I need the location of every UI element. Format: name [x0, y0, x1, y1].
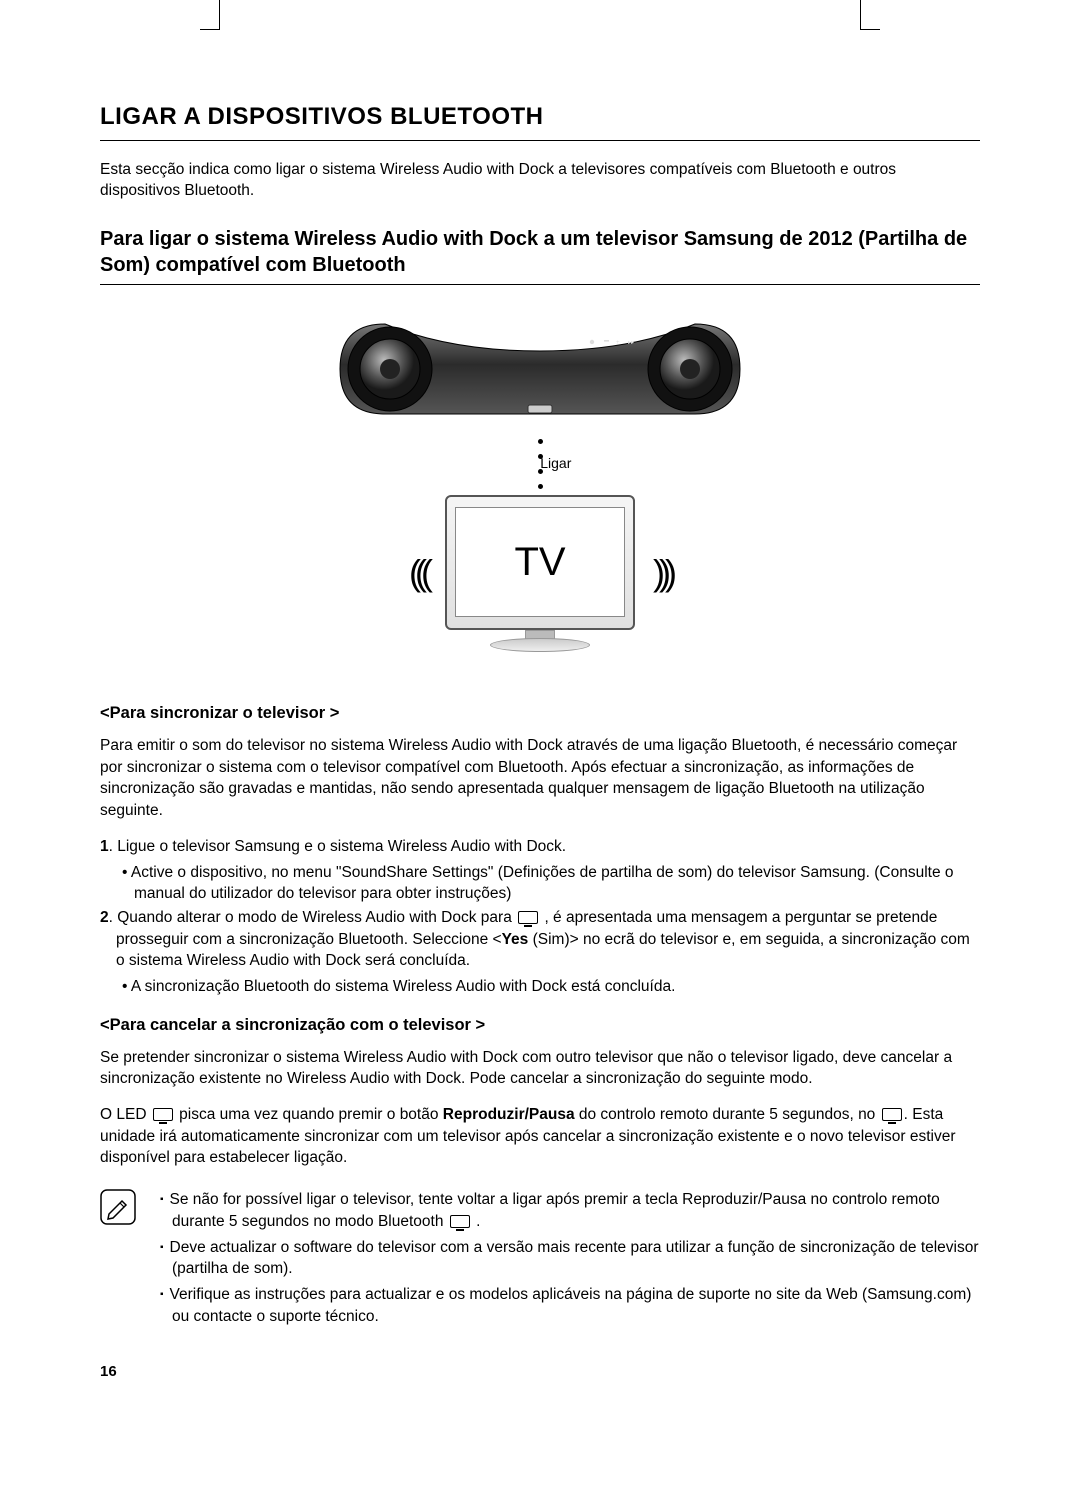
step-1-bullet: • Active o dispositivo, no menu "SoundSh… [100, 862, 980, 905]
cancel-body-1: Se pretender sincronizar o sistema Wirel… [100, 1047, 980, 1090]
connection-dots: Ligar [538, 439, 543, 489]
sync-heading: <Para sincronizar o televisor > [100, 702, 980, 725]
step-2-bullet: • A sincronização Bluetooth do sistema W… [100, 976, 980, 998]
note-2: Deve actualizar o software do televisor … [156, 1237, 980, 1280]
note-3: Verifique as instruções para actualizar … [156, 1284, 980, 1327]
step-1: 1. Ligue o televisor Samsung e o sistema… [100, 836, 980, 858]
cancel-heading: <Para cancelar a sincronização com o tel… [100, 1014, 980, 1037]
tv-row: ((( TV ))) [409, 495, 671, 652]
tv-illustration: TV [445, 495, 635, 652]
intro-paragraph: Esta secção indica como ligar o sistema … [100, 159, 980, 202]
note-1: Se não for possível ligar o televisor, t… [156, 1189, 980, 1232]
tv-screen-label: TV [455, 507, 625, 617]
connection-diagram: + ▸▸ Ligar ((( TV ))) [100, 309, 980, 652]
crop-mark [200, 0, 220, 30]
tv-icon [518, 911, 538, 924]
tv-icon [450, 1215, 470, 1228]
notes-list: Se não for possível ligar o televisor, t… [156, 1189, 980, 1331]
section-title: LIGAR A DISPOSITIVOS BLUETOOTH [100, 100, 980, 141]
wave-left-icon: ((( [409, 548, 427, 598]
tv-icon [882, 1108, 902, 1121]
sync-body: Para emitir o som do televisor no sistem… [100, 735, 980, 822]
svg-text:+: + [616, 340, 620, 346]
step-2: 2. Quando alterar o modo de Wireless Aud… [100, 907, 980, 972]
wave-right-icon: ))) [653, 548, 671, 598]
pencil-note-icon [100, 1189, 136, 1225]
svg-text:▸▸: ▸▸ [628, 340, 634, 346]
subsection-title: Para ligar o sistema Wireless Audio with… [100, 226, 980, 285]
tv-icon [153, 1108, 173, 1121]
crop-mark [860, 0, 880, 30]
speaker-dock-illustration: + ▸▸ [330, 309, 750, 429]
page-number: 16 [100, 1361, 980, 1382]
notes-box: Se não for possível ligar o televisor, t… [100, 1189, 980, 1331]
link-label: Ligar [540, 454, 571, 474]
cancel-body-2: O LED pisca uma vez quando premir o botã… [100, 1104, 980, 1169]
